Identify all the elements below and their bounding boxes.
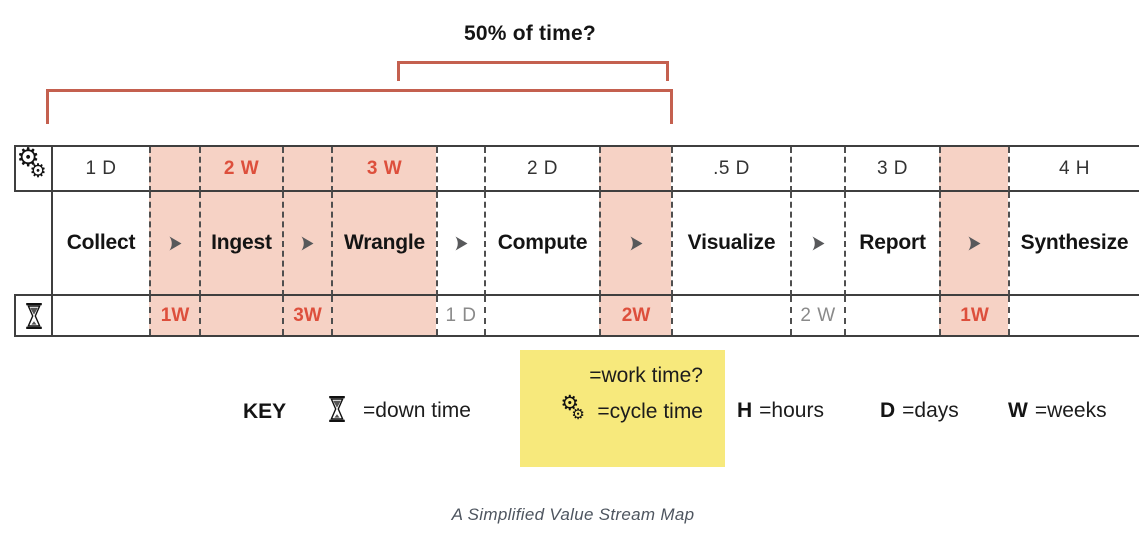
stage-label: Visualize [687,231,776,254]
stage-cell-compute: Compute [484,192,599,296]
down-time-cell [1008,296,1139,335]
cycle-time-cell-report: 3 D [844,147,939,192]
cycle-time-cell-visualize: .5 D [671,147,790,192]
down-time-cell: 1 D [436,296,484,335]
cycle-time-gap [282,147,331,192]
down-time-cell [844,296,939,335]
down-time-cell [484,296,599,335]
unit-hours: H =hours [737,399,824,423]
arrow-right-icon [812,236,824,250]
cycle-time-gap [599,147,671,192]
stage-cell-collect: Collect [51,192,149,296]
work-cycle-note: =work time? ⚙ ⚙ =cycle time [520,350,725,467]
unit-symbol: H [737,399,753,422]
down-time-value: 1W [160,304,190,326]
down-time-cell: 2 W [790,296,844,335]
flow-gap [939,192,1008,296]
cycle-time-value: 4 H [1058,157,1091,179]
down-time-cell: 1W [149,296,199,335]
work-time-legend-label: =work time? [589,364,703,387]
cycle-time-cell-synthesize: 4 H [1008,147,1139,192]
stage-label: Compute [497,231,588,254]
arrow-right-icon [169,236,181,250]
stage-cell-wrangle: Wrangle [331,192,436,296]
arrow-right-icon [455,236,467,250]
cycle-time-row-header: ⚙ ⚙ [14,142,51,192]
unit-days: D =days [880,399,959,423]
cycle-time-cell-wrangle: 3 W [331,147,436,192]
hourglass-icon [326,396,348,427]
bracket-label: 50% of time? [464,22,596,45]
flow-gap [282,192,331,296]
stage-label: Ingest [211,231,272,254]
bracket-full-span [46,89,673,124]
hourglass-icon [25,302,42,329]
down-time-value: 2W [621,304,651,326]
stage-label: Synthesize [1020,231,1129,254]
cycle-time-gap [790,147,844,192]
down-time-cell: 1W [939,296,1008,335]
stage-label: Report [859,231,926,254]
down-time-row-header [14,296,51,335]
stage-cell-report: Report [844,192,939,296]
stage-cell-synthesize: Synthesize [1008,192,1139,296]
cycle-time-value: .5 D [713,157,750,179]
down-time-cell [199,296,282,335]
arrow-right-icon [630,236,642,250]
arrow-right-icon [968,236,981,250]
down-time-cell: 3W [282,296,331,335]
cycle-time-gap [939,147,1008,192]
cycle-time-value: 3 D [876,157,909,179]
down-time-value: 3W [293,304,322,326]
bracket-50-percent [397,61,669,81]
cycle-time-legend-label: =cycle time [597,400,703,423]
flow-gap [149,192,199,296]
cycle-time-cell-collect: 1 D [51,147,149,192]
stage-label: Collect [66,231,136,254]
stage-cell-visualize: Visualize [671,192,790,296]
figure-caption: A Simplified Value Stream Map [451,505,695,524]
cycle-time-gap [149,147,199,192]
down-time-cell [51,296,149,335]
gears-icon: ⚙ ⚙ [560,391,585,423]
down-time-value: 1 D [445,304,477,326]
down-time-value: 2 W [800,304,836,326]
stage-label: Wrangle [343,231,426,254]
down-time-cell: 2W [599,296,671,335]
value-stream-table: ⚙ ⚙ 1 D 2 W 3 W 2 D .5 D 3 D 4 H Collect … [14,145,1139,337]
unit-label: =hours [759,399,824,422]
cycle-time-value: 2 W [223,157,260,179]
flow-gap [599,192,671,296]
flow-gap [790,192,844,296]
down-time-legend-label: =down time [363,399,471,422]
cycle-time-value: 1 D [85,157,117,179]
key-title: KEY [243,400,287,423]
unit-symbol: W [1008,399,1028,422]
cycle-time-cell-compute: 2 D [484,147,599,192]
flow-gap [436,192,484,296]
cycle-time-value: 2 D [526,157,559,179]
down-time-value: 1W [960,304,989,326]
down-time-cell [671,296,790,335]
unit-weeks: W =weeks [1008,399,1107,423]
stage-row-header [14,192,51,296]
arrow-right-icon [301,236,314,250]
stage-cell-ingest: Ingest [199,192,282,296]
unit-symbol: D [880,399,896,422]
unit-label: =days [902,399,959,422]
unit-label: =weeks [1034,399,1107,422]
cycle-time-value: 3 W [366,157,403,179]
down-time-cell [331,296,436,335]
cycle-time-gap [436,147,484,192]
gears-icon: ⚙ ⚙ [16,142,47,182]
cycle-time-cell-ingest: 2 W [199,147,282,192]
